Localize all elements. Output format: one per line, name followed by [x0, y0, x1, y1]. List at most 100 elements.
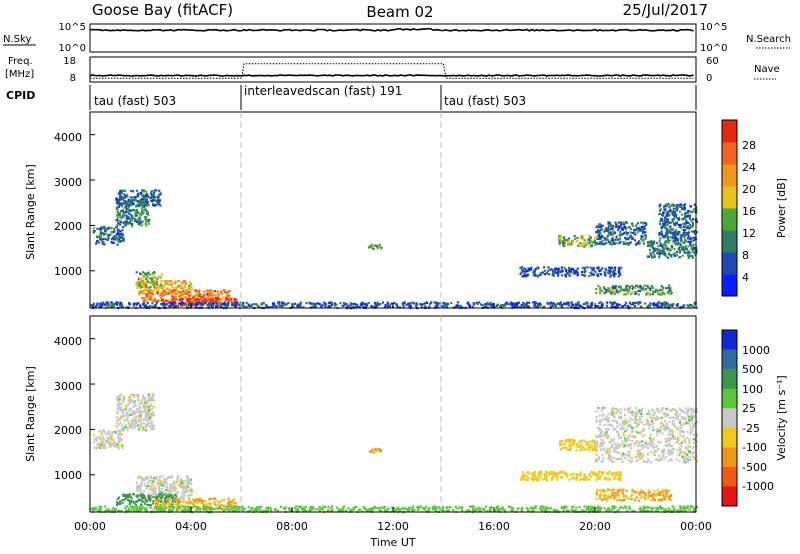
scatter-cell — [114, 508, 117, 511]
scatter-cell — [185, 501, 188, 504]
scatter-cell — [636, 222, 640, 225]
scatter-cell — [564, 439, 567, 442]
scatter-cell — [297, 509, 300, 512]
scatter-cell — [626, 284, 630, 287]
scatter-cell — [378, 448, 381, 451]
scatter-cell — [583, 242, 586, 245]
scatter-cell — [153, 306, 156, 309]
scatter-cell — [96, 239, 99, 242]
scatter-cell — [288, 508, 291, 511]
scatter-cell — [656, 508, 659, 511]
scatter-cell — [140, 503, 143, 506]
scatter-cell — [129, 499, 133, 503]
scatter-cell — [580, 270, 584, 273]
scatter-cell — [625, 287, 628, 290]
scatter-cell — [647, 510, 651, 513]
power-ylabel: Slant Range [km] — [24, 164, 37, 260]
scatter-cell — [142, 477, 145, 480]
scatter-cell — [147, 481, 150, 484]
scatter-cell — [656, 289, 659, 293]
scatter-cell — [643, 284, 646, 287]
scatter-cell — [663, 250, 666, 253]
scatter-cell — [534, 506, 537, 510]
scatter-cell — [208, 300, 211, 303]
scatter-cell — [195, 306, 198, 309]
scatter-cell — [570, 306, 573, 309]
scatter-cell — [619, 506, 622, 509]
scatter-cell — [588, 238, 591, 241]
scatter-cell — [687, 235, 690, 238]
scatter-cell — [661, 289, 664, 292]
scatter-cell — [637, 444, 640, 447]
scatter-cell — [575, 449, 578, 452]
scatter-cell — [641, 407, 644, 410]
scatter-cell — [175, 293, 178, 296]
scatter-cell — [219, 500, 222, 503]
scatter-cell — [412, 505, 415, 508]
scatter-cell — [582, 439, 585, 442]
scatter-cell — [616, 425, 619, 428]
scatter-cell — [685, 422, 688, 425]
scatter-cell — [180, 293, 183, 296]
nsky-tick-bottom: 10^0 — [59, 43, 86, 54]
scatter-cell — [165, 494, 168, 497]
scatter-cell — [615, 288, 618, 291]
scatter-cell — [106, 433, 109, 436]
scatter-cell — [569, 439, 572, 442]
scatter-cell — [226, 304, 229, 307]
scatter-cell — [197, 293, 200, 297]
scatter-cell — [122, 201, 125, 204]
scatter-cell — [117, 441, 120, 444]
scatter-cell — [694, 232, 697, 236]
scatter-cell — [600, 228, 603, 232]
scatter-cell — [452, 509, 455, 512]
scatter-cell — [647, 409, 650, 412]
scatter-cell — [197, 298, 200, 301]
scatter-cell — [175, 491, 178, 494]
scatter-cell — [174, 487, 178, 491]
scatter-cell — [658, 458, 661, 461]
scatter-cell — [604, 274, 607, 277]
scatter-cell — [630, 419, 633, 422]
scatter-cell — [185, 487, 188, 490]
scatter-cell — [688, 215, 692, 218]
scatter-cell — [481, 304, 484, 307]
scatter-cell — [280, 305, 284, 308]
scatter-cell — [208, 498, 211, 501]
scatter-cell — [629, 293, 632, 296]
scatter-cell — [136, 192, 140, 195]
scatter-cell — [416, 507, 419, 510]
scatter-cell — [630, 227, 633, 231]
scatter-cell — [434, 301, 437, 304]
scatter-cell — [145, 224, 148, 227]
scatter-cell — [186, 505, 189, 508]
scatter-cell — [686, 430, 689, 433]
scatter-cell — [689, 505, 692, 508]
scatter-cell — [116, 498, 119, 501]
scatter-cell — [684, 215, 687, 218]
scatter-cell — [637, 286, 640, 289]
scatter-cell — [172, 507, 175, 510]
scatter-cell — [623, 226, 626, 229]
scatter-cell — [532, 271, 535, 274]
scatter-cell — [454, 505, 458, 508]
scatter-cell — [126, 416, 130, 419]
scatter-cell — [597, 267, 600, 270]
scatter-cell — [661, 244, 664, 247]
scatter-cell — [166, 488, 169, 491]
scatter-cell — [661, 220, 664, 223]
scatter-cell — [545, 272, 548, 275]
scatter-cell — [311, 508, 314, 511]
scatter-cell — [592, 268, 596, 271]
scatter-cell — [117, 198, 120, 201]
scatter-cell — [671, 203, 674, 206]
scatter-cell — [187, 510, 191, 513]
scatter-cell — [154, 276, 157, 279]
scatter-cell — [666, 219, 669, 222]
scatter-cell — [101, 444, 104, 447]
scatter-cell — [140, 277, 143, 281]
scatter-cell — [222, 289, 226, 292]
scatter-cell — [667, 286, 670, 290]
scatter-cell — [162, 284, 165, 287]
